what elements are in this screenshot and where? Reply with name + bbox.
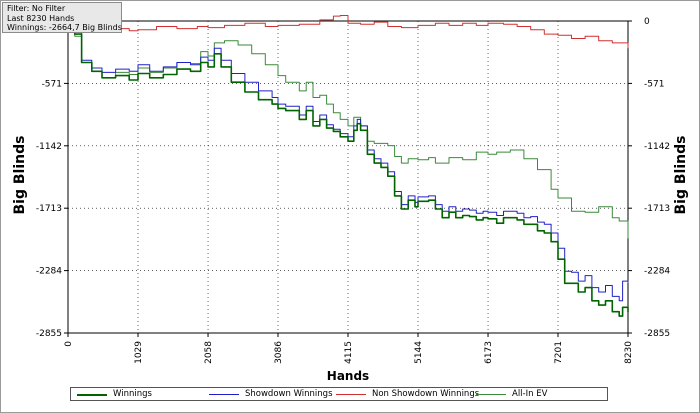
- x-tick-label: 8230: [624, 341, 634, 364]
- x-tick-label: 3086: [274, 341, 284, 364]
- series-line-winnings: [68, 20, 629, 317]
- series-line-all-in-ev: [68, 20, 629, 239]
- legend-label-non-showdown: Non Showdown Winnings: [372, 389, 480, 399]
- y-tick-label-right: -1142: [644, 142, 670, 152]
- y-tick-label-right: -2855: [644, 329, 670, 339]
- x-axis-label: Hands: [327, 369, 369, 383]
- x-tick-label: 6173: [484, 341, 494, 364]
- x-tick-label: 4115: [344, 341, 354, 364]
- series-layer: [68, 15, 629, 317]
- legend-swatch-allin-ev: [476, 394, 506, 395]
- legend-swatch-non-showdown: [336, 394, 366, 395]
- y-tick-label-right: -571: [644, 79, 664, 89]
- x-tick-label: 7201: [554, 341, 564, 364]
- legend-item-showdown: Showdown Winnings: [209, 389, 333, 400]
- legend-item-non-showdown: Non Showdown Winnings: [336, 389, 479, 400]
- legend-swatch-winnings: [77, 393, 107, 396]
- x-tick-label: 2058: [204, 341, 214, 364]
- y-axis-label-left: Big Blinds: [12, 136, 28, 215]
- x-tick-label: 1029: [134, 341, 144, 364]
- y-axis-label-right: Big Blinds: [673, 136, 689, 215]
- x-tick-label: 0: [64, 341, 74, 347]
- chart-legend: Winnings Showdown Winnings Non Showdown …: [70, 387, 608, 401]
- x-tick-label: 5144: [414, 341, 424, 364]
- legend-item-winnings: Winnings: [77, 389, 152, 400]
- y-tick-label-right: -2284: [644, 267, 670, 277]
- filter-info-box: Filter: No Filter Last 8230 Hands Winnin…: [2, 2, 122, 33]
- y-tick-label-left: -1142: [36, 142, 62, 152]
- legend-label-winnings: Winnings: [113, 389, 152, 399]
- legend-item-allin-ev: All-In EV: [476, 389, 547, 400]
- y-tick-label-left: -2284: [36, 267, 62, 277]
- filter-label: Filter: No Filter: [7, 4, 66, 13]
- winnings-summary-label: Winnings: -2664,7 Big Blinds: [7, 23, 122, 33]
- legend-swatch-showdown: [209, 394, 239, 395]
- x-tick-labels: 0 1029 2058 3086 4115 5144 6173 7201 8230: [64, 341, 634, 364]
- hands-count-label: Last 8230 Hands: [7, 13, 75, 23]
- y-tick-label-right: 0: [644, 17, 650, 27]
- y-tick-labels: 00-571-571-1142-1142-1713-1713-2284-2284…: [36, 17, 671, 339]
- legend-label-allin-ev: All-In EV: [512, 389, 548, 399]
- y-tick-label-left: -571: [42, 79, 62, 89]
- y-tick-label-left: -1713: [36, 204, 62, 214]
- y-tick-label-right: -1713: [644, 204, 670, 214]
- legend-label-showdown: Showdown Winnings: [245, 389, 333, 399]
- series-line-non-showdown-winnings: [68, 15, 629, 49]
- y-tick-label-left: -2855: [36, 329, 62, 339]
